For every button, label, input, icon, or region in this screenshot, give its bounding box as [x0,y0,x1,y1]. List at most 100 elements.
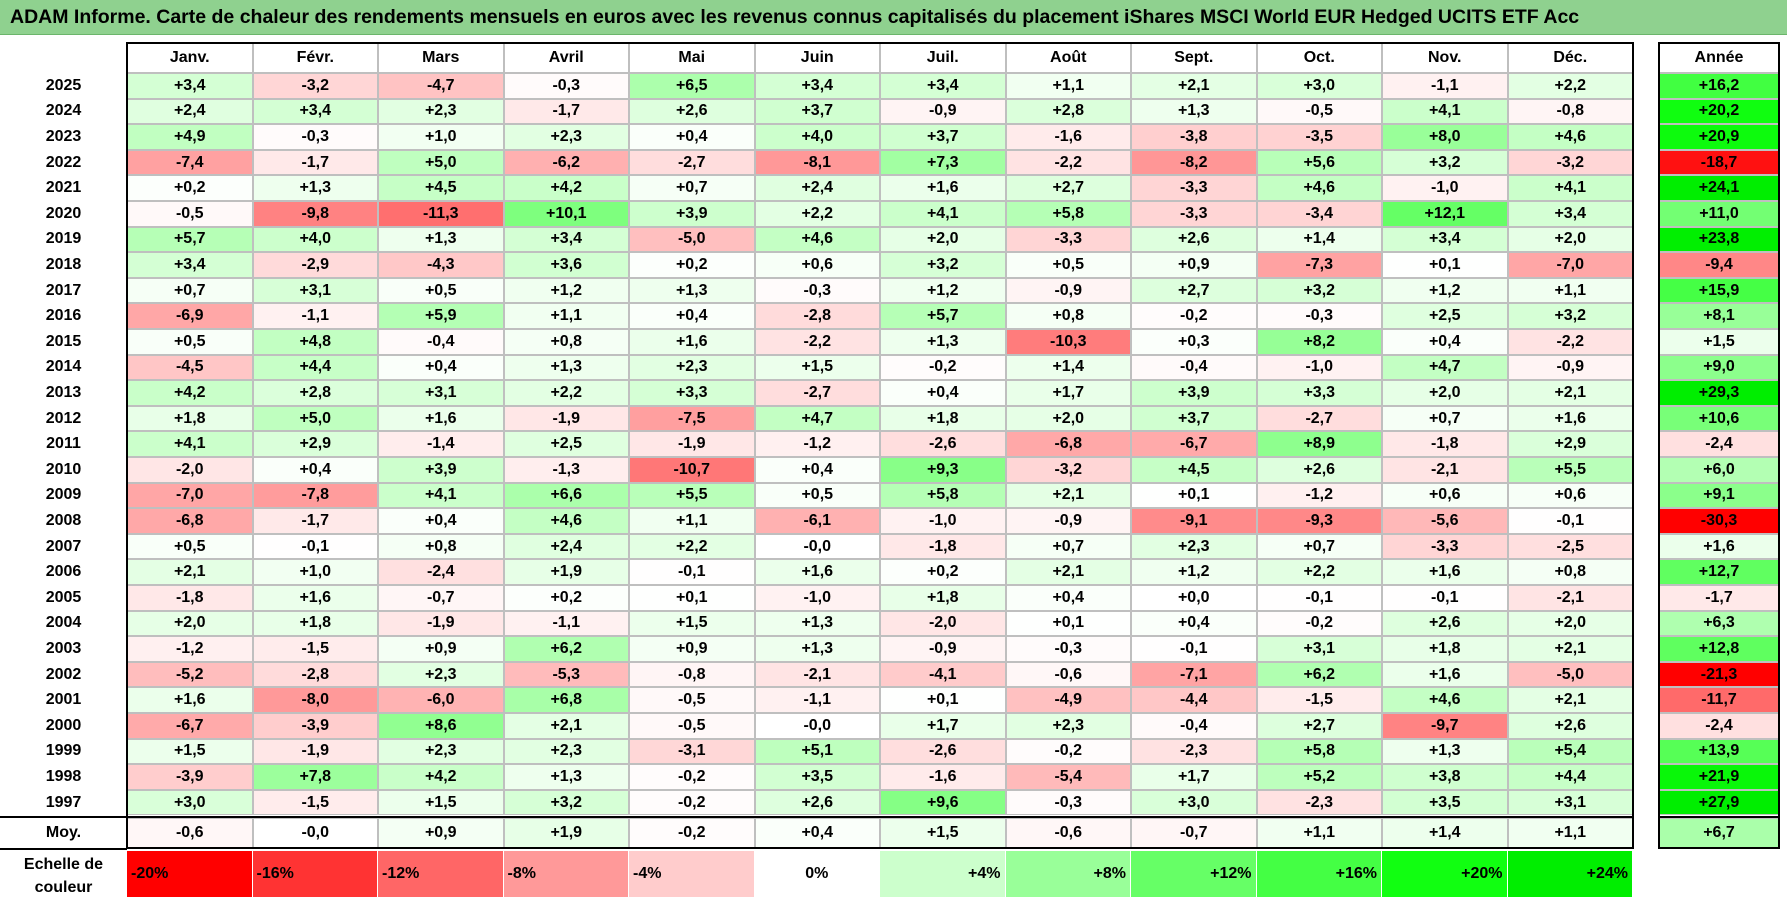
column-header: Juin [754,43,880,73]
heatmap-cell: -6,9 [127,303,253,329]
heatmap-cell: +0,7 [1005,533,1131,560]
annual-cell: -11,7 [1659,687,1779,713]
column-header: Nov. [1382,43,1508,73]
heatmap-cell: +1,5 [378,789,504,816]
heatmap-cell: +4,6 [503,508,629,534]
heatmap-cell: +1,7 [1131,764,1257,790]
heatmap-cell: -8,2 [1131,149,1257,176]
heatmap-cell: -4,4 [1131,687,1257,713]
heatmap-cell: -0,9 [1005,508,1131,534]
heatmap-cell: +2,1 [1131,73,1257,99]
heatmap-cell: -0,1 [629,559,755,585]
annual-cell: +8,1 [1659,303,1779,329]
heatmap-cell: -1,1 [1382,73,1508,99]
heatmap-cell: +3,1 [1256,636,1382,662]
heatmap-cell: -0,3 [1256,303,1382,329]
heatmap-cell: -0,8 [629,661,755,688]
heatmap-cell: +0,8 [378,533,504,560]
heatmap-cell: -3,9 [252,713,378,739]
heatmap-cell: +3,0 [127,789,253,816]
heatmap-cell: +1,3 [1131,98,1257,125]
heatmap-cell: -11,3 [378,201,504,227]
annual-cell: +6,3 [1659,610,1779,637]
annual-cell: -9,4 [1659,252,1779,278]
heatmap-cell: -0,9 [1005,277,1131,304]
row-label: 2005 [45,588,82,606]
heatmap-cell: +3,9 [378,457,504,483]
heatmap-cell: -1,0 [880,508,1006,534]
heatmap-cell: -0,1 [1507,508,1633,534]
heatmap-cell: +1,6 [1382,661,1508,688]
heatmap-cell: +1,3 [503,354,629,381]
heatmap-cell: -3,2 [252,73,378,99]
heatmap-cell: -9,3 [1256,508,1382,534]
heatmap-cell: -4,1 [880,661,1006,688]
heatmap-cell: -5,0 [1507,661,1633,688]
heatmap-cell: +1,7 [1005,380,1131,406]
heatmap-cell: +1,6 [252,585,378,611]
color-scale-swatch: -4% [629,851,755,897]
column-header: Oct. [1256,43,1382,73]
heatmap-cell: -2,4 [378,559,504,585]
heatmap-cell: +5,2 [1256,764,1382,790]
annual-cell: +6,0 [1659,457,1779,483]
row-label: 2014 [45,358,82,376]
heatmap-cell: -3,4 [1256,201,1382,227]
heatmap-cell: -1,8 [880,533,1006,560]
annual-cell: +13,9 [1659,738,1779,765]
heatmap-cell: +8,2 [1256,329,1382,355]
heatmap-cell: +2,1 [1507,687,1633,713]
heatmap-cell: +0,6 [1507,482,1633,509]
heatmap-cell: -2,9 [252,252,378,278]
heatmap-cell: +4,4 [252,354,378,381]
heatmap-cell: -1,8 [127,585,253,611]
heatmap-cell: +4,1 [127,431,253,457]
average-cell: -0,0 [252,818,378,849]
heatmap-cell: -1,6 [1005,124,1131,150]
row-label: 2004 [45,614,82,632]
heatmap-cell: -7,4 [127,149,253,176]
heatmap-cell: +2,7 [1005,175,1131,201]
heatmap-cell: +0,4 [1005,585,1131,611]
heatmap-cell: -5,2 [127,661,253,688]
heatmap-cell: +3,2 [1507,303,1633,329]
column-header: Sept. [1131,43,1257,73]
heatmap-cell: -0,3 [252,124,378,150]
heatmap-cell: +0,8 [1005,303,1131,329]
heatmap-cell: +1,0 [252,559,378,585]
heatmap-cell: +1,1 [1005,73,1131,99]
heatmap-cell: +4,1 [1382,98,1508,125]
heatmap-cell: +1,3 [378,226,504,253]
heatmap-cell: +5,7 [880,303,1006,329]
heatmap-cell: +1,4 [1005,354,1131,381]
row-label: 1999 [45,742,82,760]
heatmap-cell: +5,8 [1256,738,1382,765]
annual-cell: -30,3 [1659,508,1779,534]
heatmap-cell: +0,5 [1005,252,1131,278]
heatmap-cell: -10,7 [629,457,755,483]
heatmap-cell: +3,2 [1256,277,1382,304]
heatmap-cell: +0,7 [629,175,755,201]
annual-cell: -1,7 [1659,585,1779,611]
average-row-label: Moy. [45,824,82,842]
heatmap-cell: +4,2 [503,175,629,201]
heatmap-cell: +9,3 [880,457,1006,483]
heatmap-cell: -1,2 [1256,482,1382,509]
row-label: 2011 [46,435,81,453]
heatmap-cell: -7,1 [1131,661,1257,688]
heatmap-cell: +1,3 [880,329,1006,355]
heatmap-cell: +6,8 [503,687,629,713]
annual-cell: +15,9 [1659,277,1779,304]
heatmap-cell: -0,2 [629,764,755,790]
heatmap-cell: -2,2 [1005,149,1131,176]
average-top-line [127,816,1633,819]
heatmap-cell: +2,2 [503,380,629,406]
heatmap-cell: +4,9 [127,124,253,150]
heatmap-cell: -7,0 [127,482,253,509]
heatmap-cell: -2,1 [754,661,880,688]
heatmap-cell: -2,2 [1507,329,1633,355]
row-label: 2001 [45,691,82,709]
heatmap-cell: +7,3 [880,149,1006,176]
heatmap-cell: +0,5 [127,329,253,355]
heatmap-cell: +0,4 [378,508,504,534]
